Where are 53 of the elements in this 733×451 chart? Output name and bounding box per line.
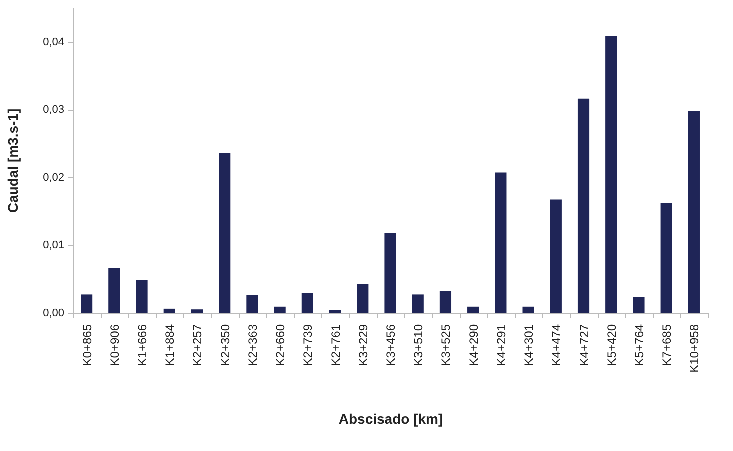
x-tick-label: K0+906 [108, 324, 122, 366]
x-tick-label: K2+761 [328, 324, 343, 366]
x-tick-label: K2+363 [246, 324, 260, 366]
bar [633, 297, 645, 313]
bar [329, 310, 342, 313]
bar [550, 200, 562, 313]
bar [219, 153, 231, 313]
bar [578, 98, 590, 313]
y-axis-title: Caudal [m3.s-1] [5, 108, 22, 214]
bar [606, 36, 618, 313]
y-tick-label: 0,01 [43, 240, 64, 252]
y-tick-label: 0,02 [43, 172, 64, 184]
y-tick-label: 0,03 [43, 104, 64, 116]
bar [384, 233, 396, 313]
bar [357, 284, 369, 313]
bar [81, 294, 93, 313]
x-tick-label: K7+685 [660, 324, 674, 366]
x-tick-label: K4+290 [466, 324, 481, 366]
x-tick-label: K2+257 [190, 324, 205, 366]
x-tick-label: K4+727 [577, 324, 592, 366]
x-tick-label: K3+525 [439, 324, 454, 366]
x-tick-label: K2+660 [274, 324, 288, 366]
x-tick-label: K3+510 [412, 324, 426, 366]
bar [495, 172, 507, 313]
x-tick-label: K3+229 [356, 324, 370, 366]
x-tick-label: K4+301 [522, 324, 536, 366]
y-tick-label: 0,04 [43, 36, 64, 48]
bar [412, 294, 424, 313]
bar [660, 203, 672, 313]
bar [108, 268, 120, 313]
x-tick-label: K0+865 [80, 324, 94, 366]
x-tick-label: K5+420 [604, 324, 619, 366]
bar [136, 280, 148, 313]
x-tick-label: K3+456 [384, 324, 398, 366]
bar [246, 295, 258, 313]
x-tick-label: K10+958 [688, 324, 702, 373]
x-tick-label: K2+739 [301, 324, 316, 366]
bar [191, 310, 204, 313]
x-tick-label: K4+291 [494, 324, 508, 366]
x-axis-title: Abscisado [km] [338, 410, 444, 427]
bar [302, 293, 314, 313]
bar [522, 306, 534, 313]
x-tick-label: K1+666 [136, 324, 150, 366]
bar [440, 291, 452, 313]
bar [164, 308, 176, 313]
bar [274, 306, 286, 313]
x-tick-label: K1+884 [163, 324, 178, 366]
y-tick-label: 0,00 [43, 308, 64, 320]
bar [468, 306, 480, 313]
bar [688, 111, 700, 313]
x-tick-label: K5+764 [632, 324, 646, 366]
x-tick-label: K4+474 [550, 324, 564, 366]
x-tick-label: K2+350 [218, 324, 232, 366]
